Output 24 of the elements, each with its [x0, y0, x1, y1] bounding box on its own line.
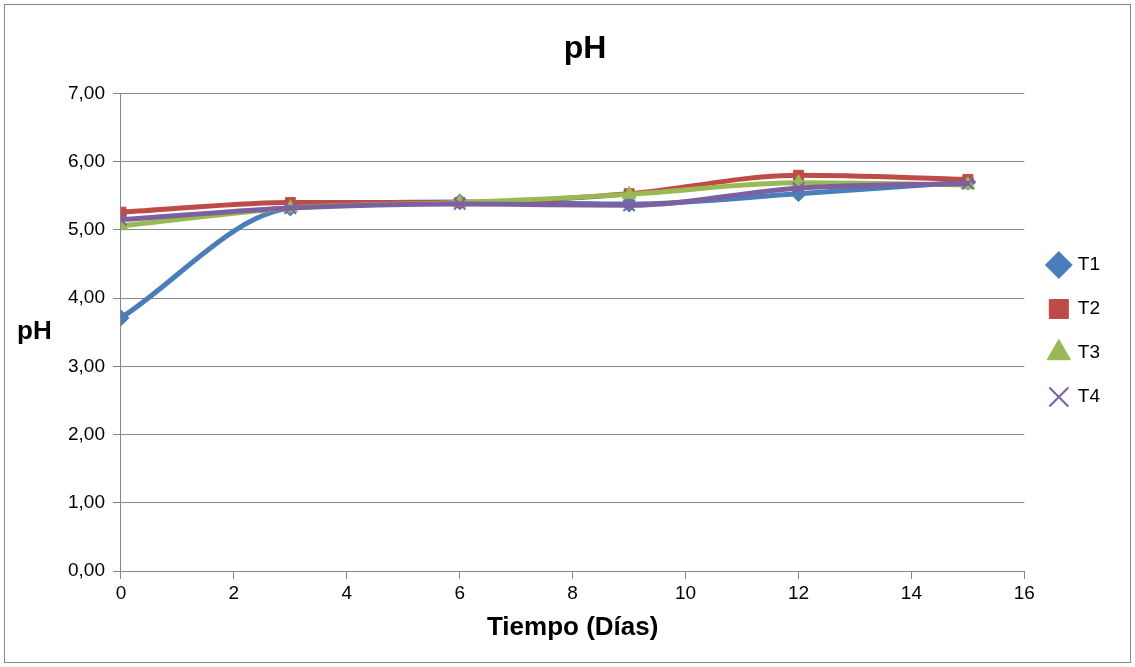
x-tick-label: 2 [228, 581, 240, 603]
legend-label: T1 [1077, 253, 1101, 275]
y-tick-label: 4,00 [68, 286, 105, 308]
y-tick-label: 0,00 [68, 559, 105, 581]
y-tick-label: 3,00 [68, 354, 105, 376]
legend-label: T4 [1077, 385, 1101, 407]
x-tick-label: 8 [567, 581, 578, 603]
y-tick-label: 1,00 [68, 491, 105, 513]
x-axis-title: Tiempo (Días) [486, 610, 659, 641]
legend-label: T3 [1077, 341, 1101, 363]
x-tick-label: 16 [1013, 581, 1035, 603]
y-tick-label: 2,00 [68, 422, 105, 444]
legend-label: T2 [1077, 297, 1101, 319]
x-tick-label: 0 [115, 581, 127, 603]
x-tick-label: 4 [341, 581, 353, 603]
y-tick-label: 5,00 [68, 218, 105, 240]
chart-title: pH [563, 29, 607, 66]
y-axis-title: pH [17, 315, 52, 346]
x-tick-label: 14 [900, 581, 923, 603]
x-tick-label: 12 [787, 581, 810, 603]
y-tick-label: 6,00 [68, 149, 105, 171]
y-tick-label: 7,00 [68, 81, 105, 103]
x-tick-label: 10 [675, 581, 697, 603]
x-tick-label: 6 [454, 581, 466, 603]
